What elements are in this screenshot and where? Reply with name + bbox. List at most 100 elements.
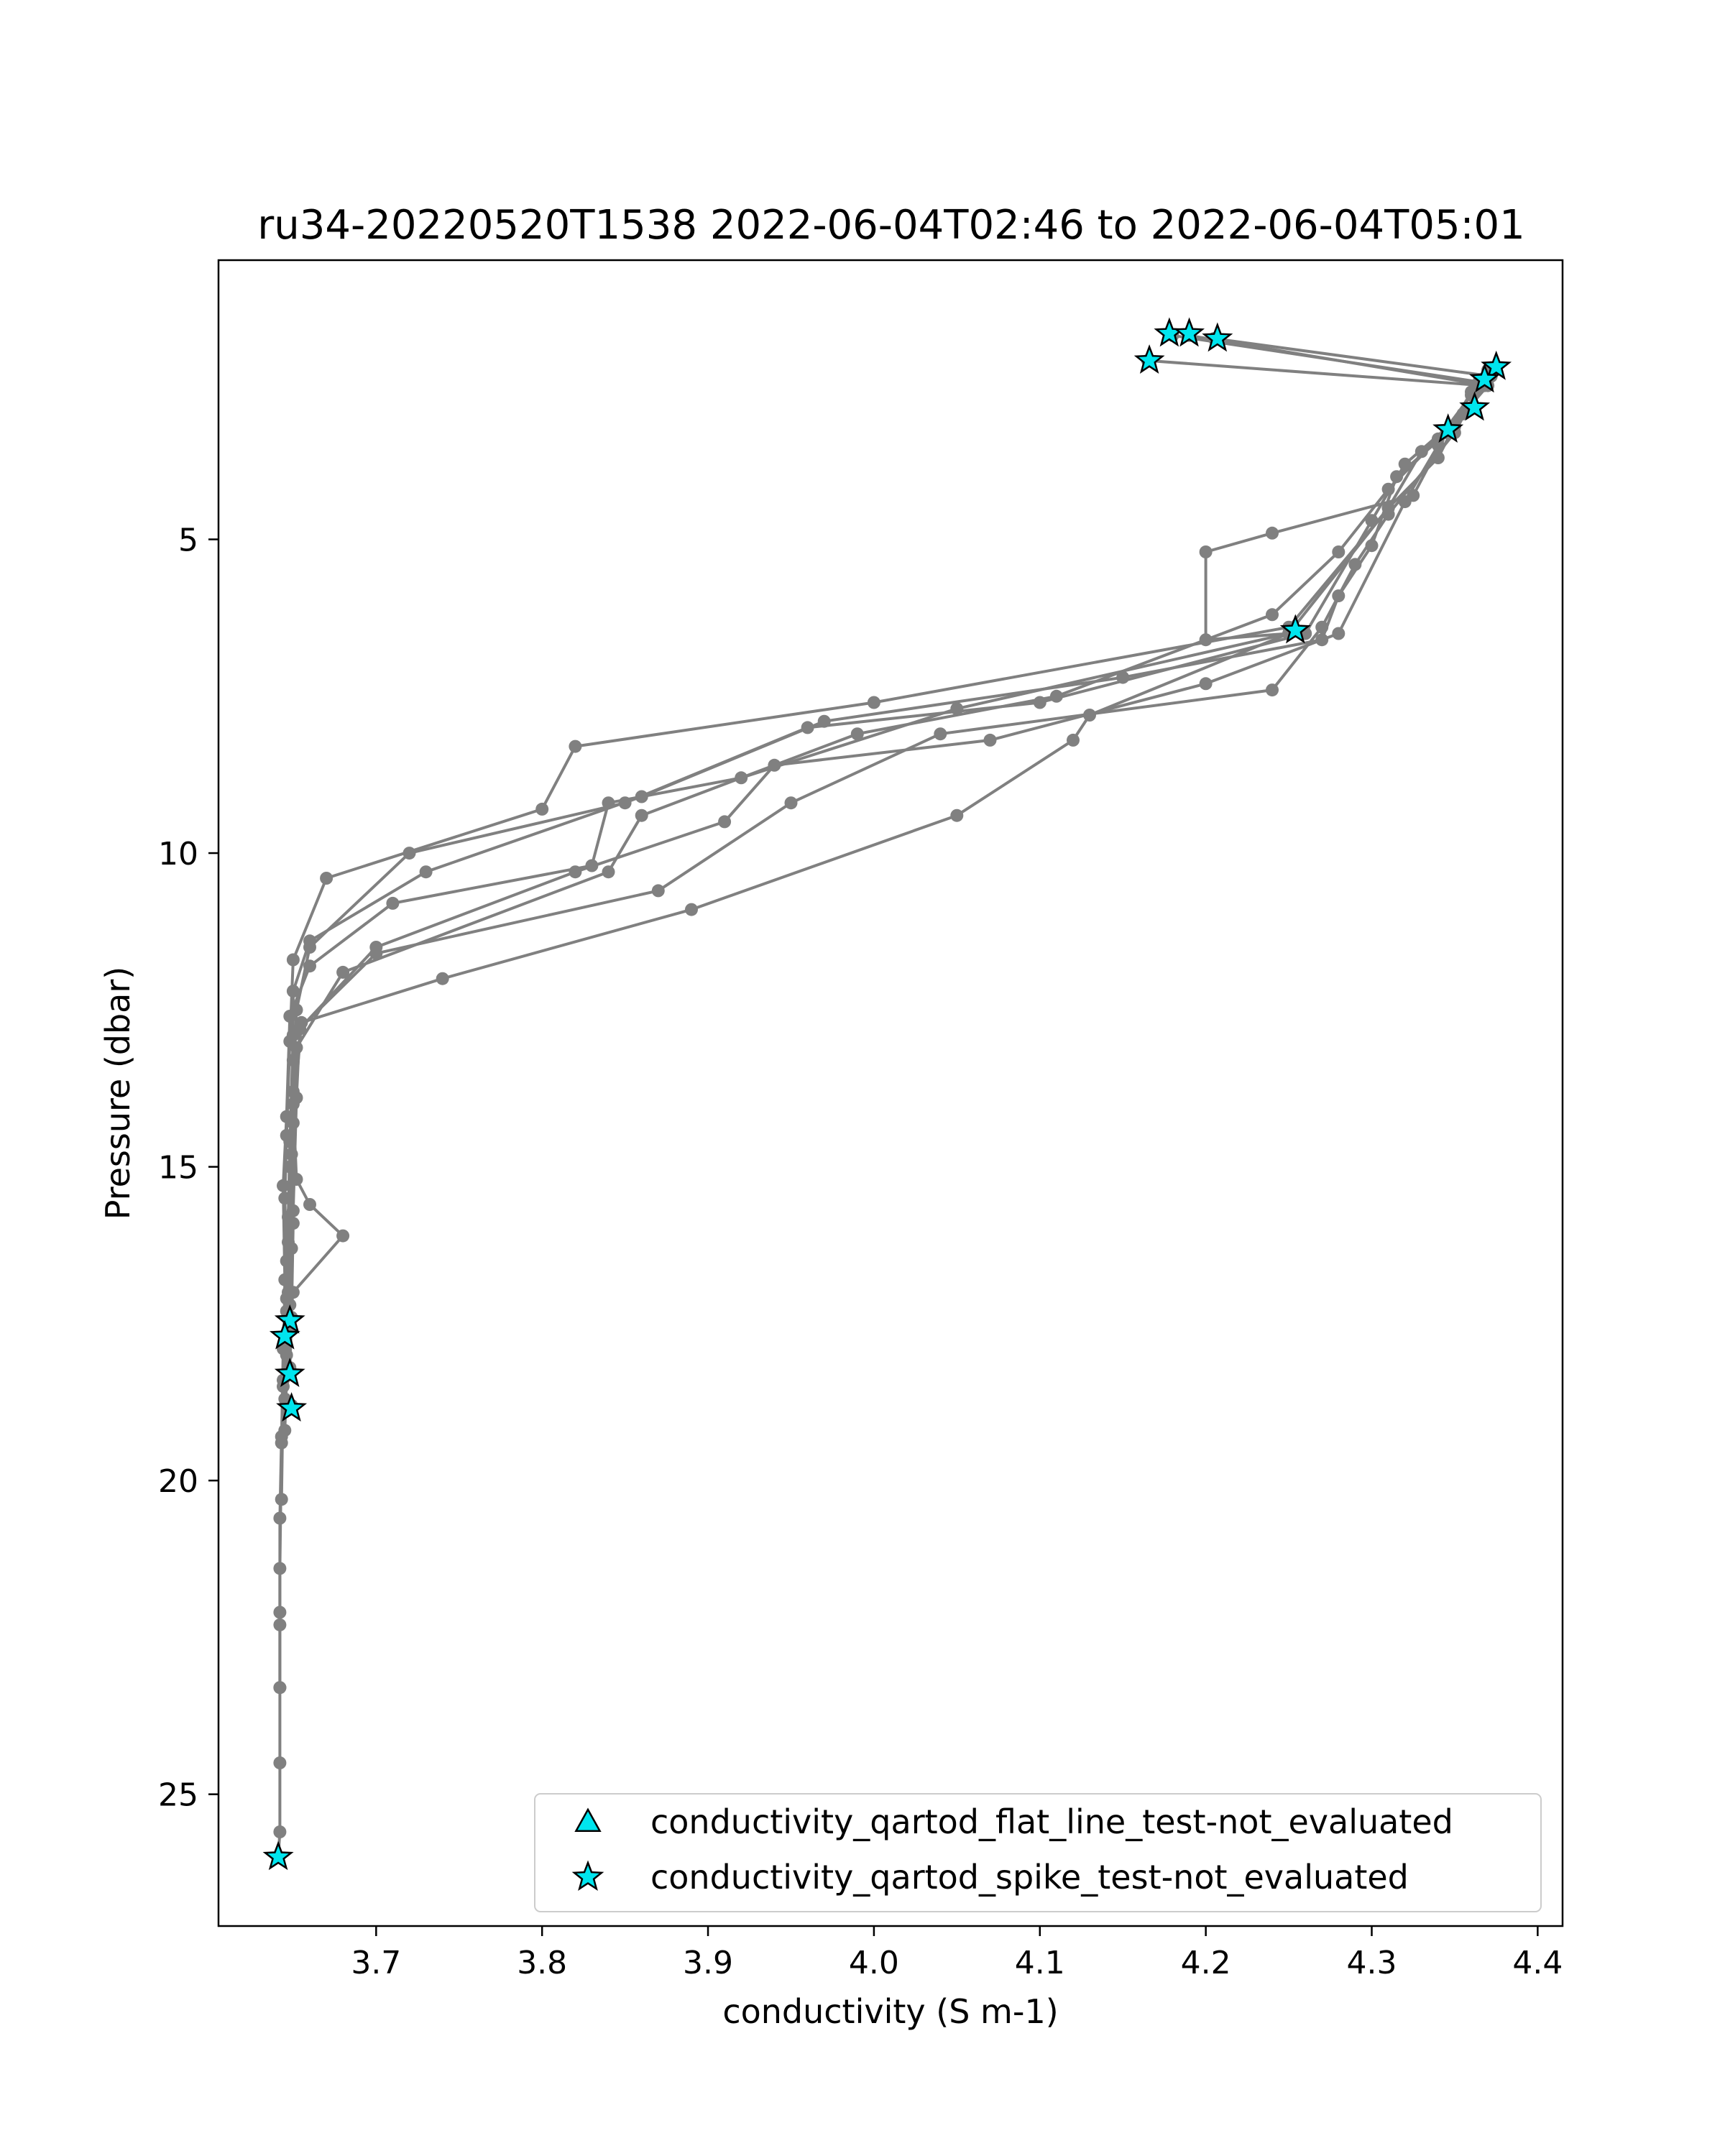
legend-triangle-marker [574,1807,602,1832]
data-point [651,884,665,898]
legend-label-flat-line: conductivity_qartod_flat_line_test-not_e… [650,1802,1453,1841]
data-point [535,802,549,816]
data-point [303,934,316,948]
profile-series-7 [283,372,1486,1312]
legend-frame [534,1793,1542,1912]
profile-line [288,337,1493,1368]
spike-not-evaluated-marker [1459,391,1491,421]
x-axis-label: conductivity (S m-1) [722,1992,1058,2031]
y-tick-label: 15 [158,1150,198,1187]
data-point [1266,526,1279,540]
spike-not-evaluated-marker [1481,350,1512,380]
data-point [386,896,400,910]
data-point [303,959,316,973]
data-point [1116,671,1130,684]
y-tick-label: 20 [158,1463,198,1500]
legend-label-spike: conductivity_qartod_spike_test-not_evalu… [650,1858,1409,1897]
data-point [950,808,964,822]
data-point [1381,482,1395,496]
data-point [1266,683,1279,697]
data-point [320,872,334,885]
data-point [286,953,300,967]
plot-frame [217,259,1564,1927]
data-point [1348,558,1362,571]
data-point [419,865,433,879]
data-point [685,903,698,916]
x-tick-label: 4.0 [849,1945,899,1981]
data-point [602,865,615,879]
spike-not-evaluated-marker [1202,322,1233,352]
data-point [950,702,964,716]
profile-series-8 [280,385,1478,1362]
data-point [436,972,449,985]
x-tick-label: 3.7 [351,1945,401,1981]
profile-line [285,391,1473,1355]
data-point [336,1229,350,1243]
data-point [273,1681,287,1695]
data-point [273,1562,287,1575]
data-point [303,1198,316,1211]
data-point [784,796,798,810]
data-point [1398,495,1412,509]
data-point [273,1756,287,1769]
spike-not-evaluated-marker [1469,363,1500,393]
data-point [1067,733,1080,747]
profile-line [277,333,1485,1858]
data-point [569,740,582,753]
spike-not-evaluated-marker [276,1392,308,1422]
x-axis-ticks: 3.7 3.8 3.9 4.0 4.1 4.2 4.3 4.4 [351,1926,1563,1981]
data-point [817,714,831,728]
profile-line [283,369,1489,1406]
y-axis-label: Pressure (dbar) [98,967,137,1220]
data-point [336,965,350,979]
x-tick-label: 4.2 [1181,1945,1231,1981]
x-tick-label: 3.9 [683,1945,733,1981]
data-point [1390,470,1404,484]
data-point [569,865,582,879]
data-point [295,1015,308,1029]
data-point [934,727,947,741]
data-point [277,1179,290,1192]
data-point [1332,545,1346,558]
data-point [275,1493,288,1506]
data-point [1332,627,1346,640]
data-point [283,1217,297,1230]
data-point [1381,501,1395,515]
spike-not-evaluated-marker [269,1319,300,1350]
data-point [983,733,997,747]
data-point [280,1348,293,1362]
data-point [850,727,864,741]
y-tick-label: 25 [158,1777,198,1814]
marker-layer [262,317,1512,1871]
profile-series-3 [283,332,1498,1374]
series-layer [272,328,1503,1864]
data-point [286,985,300,998]
y-tick-label: 5 [178,522,198,559]
data-point [369,941,383,954]
spike-not-evaluated-marker [274,1304,305,1334]
data-point [283,1010,297,1023]
profile-series-2 [273,328,1495,1695]
spike-not-evaluated-marker [274,1358,305,1387]
data-point [285,1242,298,1256]
spike-not-evaluated-marker [262,1841,294,1871]
profile-series-1 [272,328,1490,1864]
spike-not-evaluated-marker [1174,317,1205,347]
data-point [1266,608,1279,622]
data-point [768,758,781,772]
profile-line [280,359,1486,1500]
data-point [602,796,615,810]
profile-line [283,366,1498,1431]
spike-not-evaluated-marker [1432,413,1464,443]
data-point [273,1825,287,1838]
x-tick-label: 4.1 [1015,1945,1065,1981]
data-point [1199,677,1213,691]
x-tick-label: 4.3 [1347,1945,1397,1981]
spike-not-evaluated-marker [1279,614,1311,644]
legend: conductivity_qartod_flat_line_test-not_e… [534,1793,1542,1912]
data-point [635,808,648,822]
data-point [1315,620,1329,634]
data-point [1199,545,1213,558]
data-point [1049,689,1063,703]
